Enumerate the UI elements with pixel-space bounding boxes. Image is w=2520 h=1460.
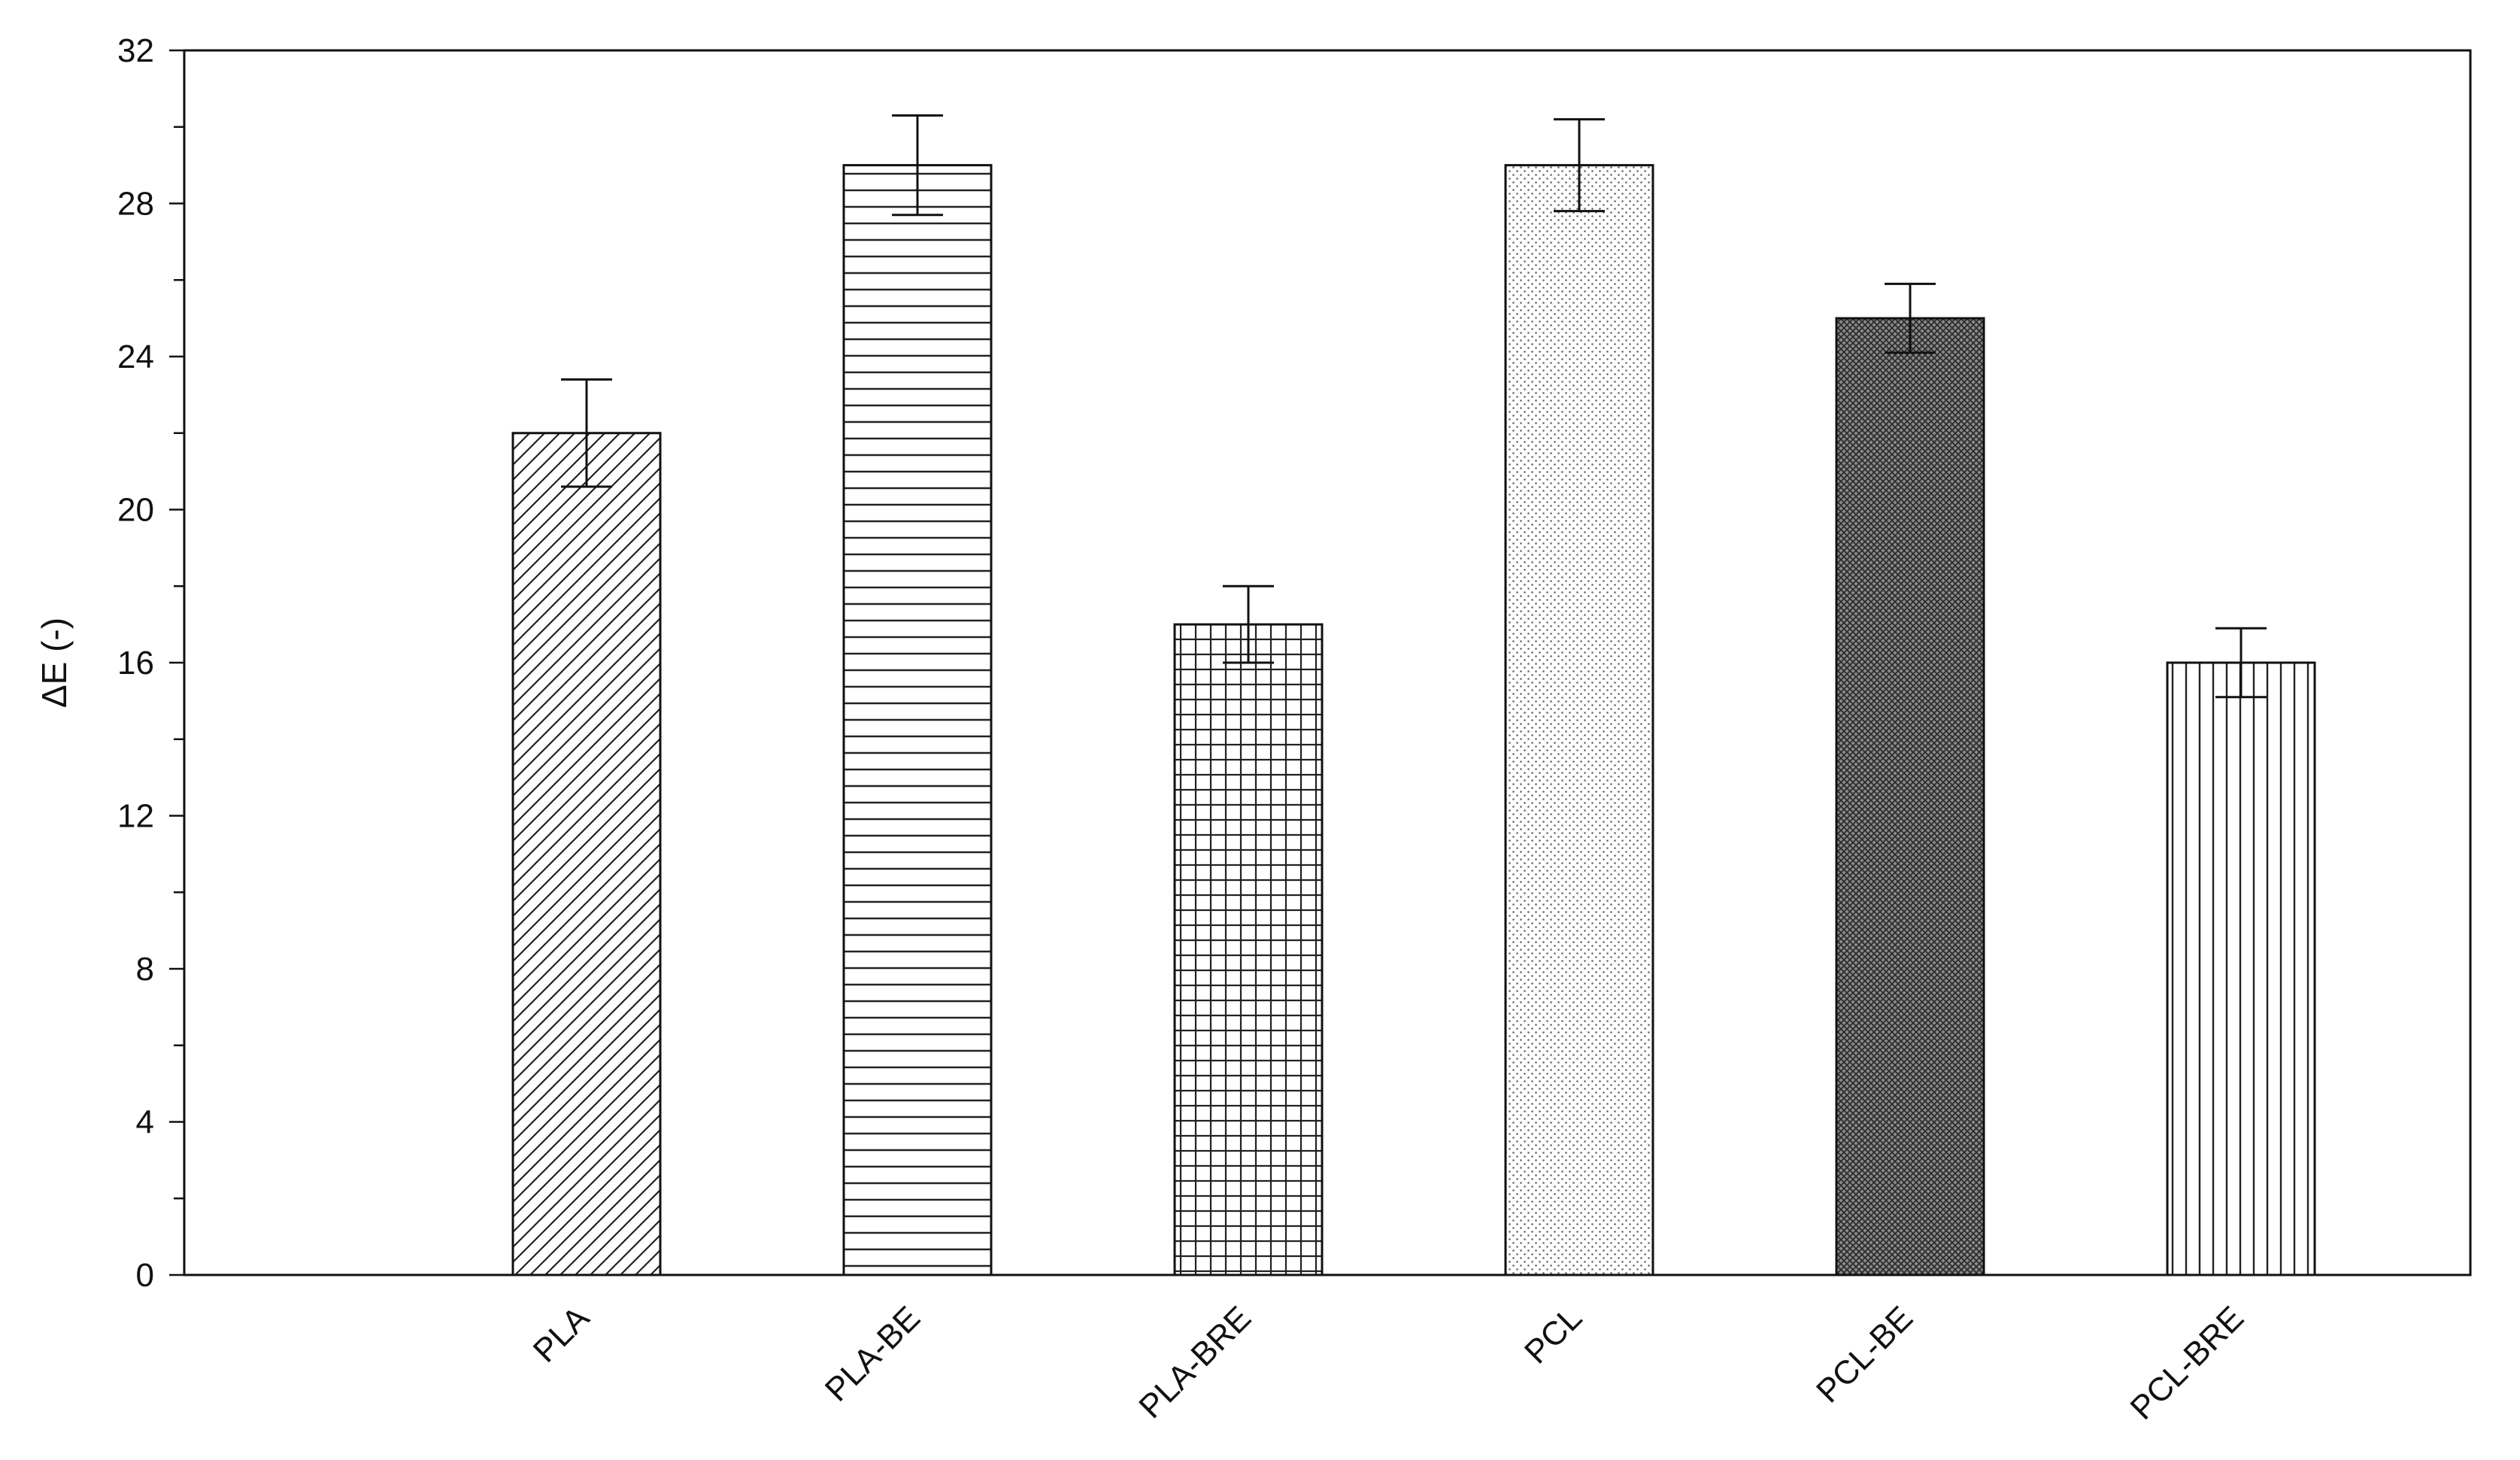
error-bar-pla xyxy=(561,378,612,488)
x-tick-label-pcl-be: PCL-BE xyxy=(1809,1299,1920,1410)
y-tick-label: 16 xyxy=(117,645,154,681)
x-tick-label-pla-bre: PLA-BRE xyxy=(1132,1299,1258,1425)
y-tick-label: 0 xyxy=(136,1257,154,1294)
y-tick-label: 32 xyxy=(117,32,154,69)
error-bar-pcl xyxy=(1554,118,1605,213)
x-axis-labels: PLA PLA-BE PLA-BRE PCL PCL-BE PCL-BRE xyxy=(526,1299,2251,1427)
y-axis-title: ΔE (-) xyxy=(35,618,74,708)
error-bars xyxy=(561,114,2267,699)
y-tick-label: 28 xyxy=(117,186,154,223)
bar-pla-bre xyxy=(1173,623,1324,1276)
y-tick-label: 4 xyxy=(136,1104,154,1141)
y-tick-label: 20 xyxy=(117,492,154,529)
bar-pcl xyxy=(1504,164,1654,1276)
y-axis: 0 4 8 12 16 20 24 28 32 xyxy=(117,32,184,1294)
x-tick-label-pcl-bre: PCL-BRE xyxy=(2124,1299,2252,1427)
y-tick-label: 8 xyxy=(136,951,154,988)
error-bar-pla-bre xyxy=(1223,584,1274,664)
bar-pcl-be xyxy=(1835,317,1985,1276)
bar-pla-be xyxy=(842,164,993,1276)
error-bar-pla-be xyxy=(892,114,943,217)
y-tick-label: 12 xyxy=(117,798,154,835)
x-tick-label-pla: PLA xyxy=(526,1299,597,1370)
error-bar-pcl-bre xyxy=(2215,627,2267,699)
bar-pcl-bre xyxy=(2166,661,2316,1276)
x-tick-label-pcl: PCL xyxy=(1518,1299,1589,1370)
x-tick-label-pla-be: PLA-BE xyxy=(818,1299,927,1408)
bar-pla xyxy=(511,432,662,1276)
error-bar-pcl-be xyxy=(1885,282,1936,354)
bars xyxy=(511,164,2316,1276)
y-tick-label: 24 xyxy=(117,338,154,375)
